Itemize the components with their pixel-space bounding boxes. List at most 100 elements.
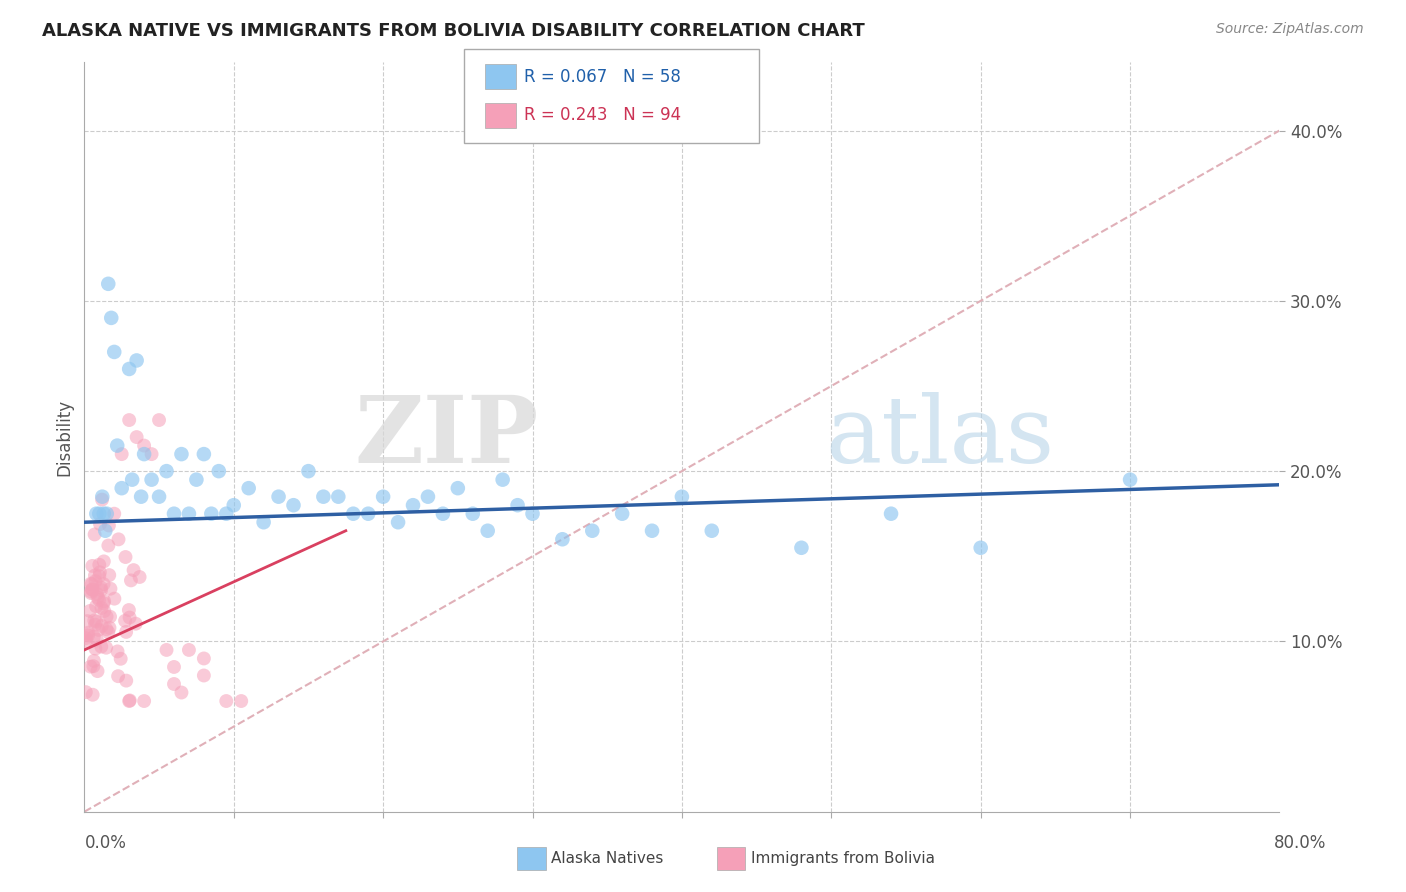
- Point: [402, 498, 425, 512]
- Point: [96, 622, 118, 636]
- Point: [132, 439, 156, 453]
- Point: [222, 498, 245, 512]
- Point: [170, 685, 193, 699]
- Point: [297, 464, 319, 478]
- Point: [96, 640, 118, 655]
- Point: [114, 549, 136, 564]
- Point: [328, 490, 350, 504]
- Point: [115, 673, 138, 688]
- Point: [83, 527, 105, 541]
- Point: [105, 439, 128, 453]
- Point: [124, 616, 146, 631]
- Point: [416, 490, 439, 504]
- Point: [98, 621, 121, 635]
- Point: [373, 490, 395, 504]
- Point: [80, 577, 103, 591]
- Text: atlas: atlas: [825, 392, 1054, 482]
- Point: [79, 604, 101, 618]
- Point: [91, 492, 114, 507]
- Point: [93, 604, 115, 618]
- Text: ALASKA NATIVE VS IMMIGRANTS FROM BOLIVIA DISABILITY CORRELATION CHART: ALASKA NATIVE VS IMMIGRANTS FROM BOLIVIA…: [42, 22, 865, 40]
- Point: [581, 524, 603, 538]
- Text: Source: ZipAtlas.com: Source: ZipAtlas.com: [1216, 22, 1364, 37]
- Point: [447, 481, 470, 495]
- Point: [93, 596, 115, 610]
- Point: [193, 447, 215, 461]
- Point: [86, 591, 108, 605]
- Point: [75, 634, 97, 648]
- Point: [177, 643, 200, 657]
- Point: [163, 660, 186, 674]
- Point: [148, 413, 170, 427]
- Point: [163, 677, 186, 691]
- Point: [141, 447, 163, 461]
- Point: [193, 651, 215, 665]
- Point: [111, 447, 134, 461]
- Point: [238, 481, 260, 495]
- Point: [155, 643, 177, 657]
- Point: [83, 630, 105, 644]
- Point: [120, 574, 142, 588]
- Point: [90, 601, 112, 615]
- Point: [107, 669, 129, 683]
- Point: [90, 581, 112, 595]
- Point: [97, 625, 120, 640]
- Point: [87, 593, 110, 607]
- Point: [89, 558, 111, 572]
- Text: 80.0%: 80.0%: [1274, 834, 1327, 852]
- Text: R = 0.067   N = 58: R = 0.067 N = 58: [524, 68, 682, 86]
- Point: [671, 490, 693, 504]
- Point: [506, 498, 529, 512]
- Point: [93, 554, 115, 568]
- Point: [82, 688, 104, 702]
- Point: [89, 566, 111, 580]
- Point: [84, 617, 107, 632]
- Point: [118, 693, 141, 707]
- Point: [77, 625, 100, 640]
- Point: [94, 524, 117, 538]
- Point: [200, 507, 222, 521]
- Point: [84, 641, 107, 656]
- Point: [357, 507, 380, 521]
- Point: [93, 594, 115, 608]
- Point: [125, 353, 148, 368]
- Point: [110, 652, 132, 666]
- Point: [118, 362, 141, 376]
- Point: [155, 464, 177, 478]
- Text: ZIP: ZIP: [354, 392, 538, 482]
- Point: [121, 473, 143, 487]
- Point: [89, 507, 111, 521]
- Point: [96, 609, 118, 624]
- Point: [80, 582, 103, 597]
- Point: [89, 569, 111, 583]
- Point: [80, 586, 103, 600]
- Point: [118, 413, 141, 427]
- Point: [111, 481, 134, 495]
- Point: [97, 518, 120, 533]
- Point: [96, 507, 118, 521]
- Point: [125, 430, 148, 444]
- Point: [492, 473, 515, 487]
- Point: [80, 576, 103, 591]
- Point: [79, 659, 101, 673]
- Point: [100, 582, 122, 596]
- Point: [163, 507, 186, 521]
- Point: [89, 516, 111, 531]
- Point: [82, 582, 104, 597]
- Point: [90, 640, 112, 654]
- Point: [790, 541, 813, 555]
- Point: [253, 515, 276, 529]
- Point: [1119, 473, 1142, 487]
- Point: [477, 524, 499, 538]
- Point: [880, 507, 903, 521]
- Point: [700, 524, 723, 538]
- Point: [97, 277, 120, 291]
- Point: [98, 609, 121, 624]
- Point: [107, 533, 129, 547]
- Point: [551, 533, 574, 547]
- Point: [128, 570, 150, 584]
- Text: R = 0.243   N = 94: R = 0.243 N = 94: [524, 106, 682, 124]
- Point: [82, 558, 104, 573]
- Point: [80, 584, 103, 599]
- Point: [231, 694, 253, 708]
